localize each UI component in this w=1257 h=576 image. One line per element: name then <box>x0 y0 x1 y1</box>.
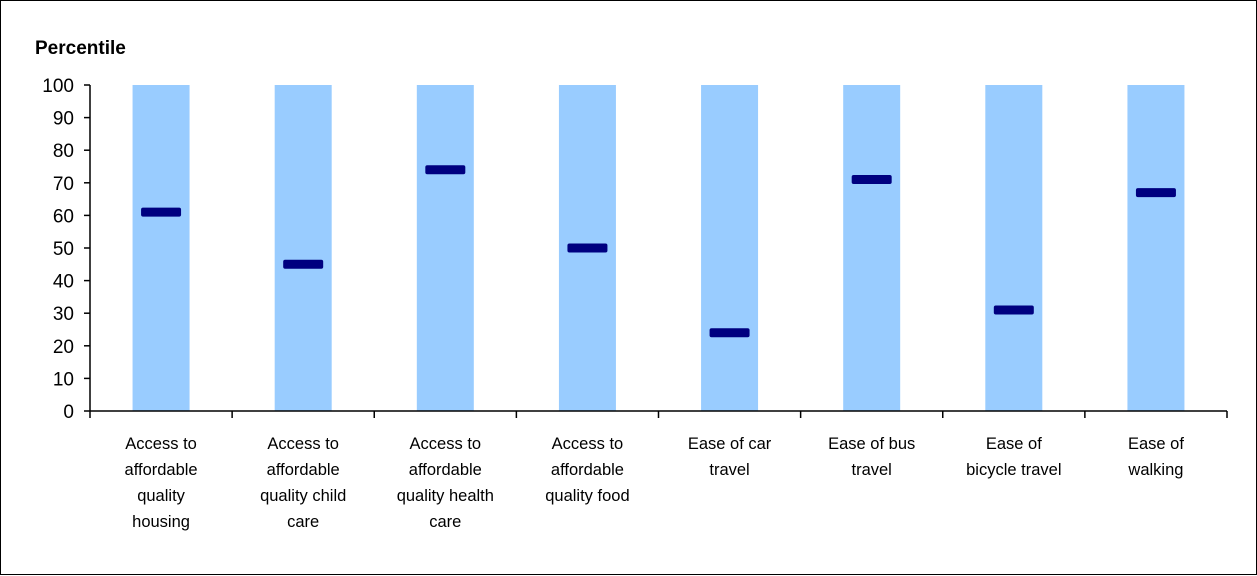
x-tick-label: Access to affordable quality health care <box>397 435 494 531</box>
y-ticks: 0 10 20 30 40 50 60 70 80 90 100 <box>42 76 90 423</box>
x-tick-label: Access to affordable quality food <box>545 435 629 505</box>
value-marker <box>993 305 1034 315</box>
axes <box>89 85 1227 412</box>
x-ticks: Access to affordable quality housing Access … <box>89 411 1228 531</box>
range-bar <box>985 85 1043 411</box>
y-tick-label: 0 <box>63 402 74 423</box>
y-tick-label: 90 <box>53 109 74 130</box>
range-bar <box>701 85 759 411</box>
x-tick-label: Access to affordable quality housing <box>125 435 198 531</box>
x-tick-label: Ease of bus travel <box>828 435 915 479</box>
value-marker <box>283 259 324 269</box>
y-tick-label: 70 <box>53 174 74 195</box>
y-tick-label: 80 <box>53 141 74 162</box>
y-tick-label: 10 <box>53 369 74 390</box>
y-tick-label: 60 <box>53 206 74 227</box>
y-tick-label: 100 <box>42 76 74 97</box>
y-tick-label: 40 <box>53 272 74 293</box>
y-tick-label: 50 <box>53 239 74 260</box>
y-axis-label: Percentile <box>35 38 126 59</box>
value-marker <box>567 243 608 253</box>
value-marker <box>425 165 466 175</box>
range-bar <box>132 85 190 411</box>
y-tick-label: 30 <box>53 304 74 325</box>
value-marker <box>709 328 750 338</box>
range-bars <box>132 85 1185 411</box>
x-tick-label: Ease of car travel <box>688 435 772 479</box>
value-marker <box>851 175 892 185</box>
value-marker <box>1135 188 1176 198</box>
range-bar <box>843 85 901 411</box>
range-bar <box>274 85 332 411</box>
value-marker <box>141 207 182 217</box>
range-bar <box>416 85 474 411</box>
range-bar <box>1127 85 1185 411</box>
y-tick-label: 20 <box>53 337 74 358</box>
x-tick-label: Ease of walking <box>1127 435 1184 479</box>
x-tick-label: Ease of bicycle travel <box>966 435 1061 479</box>
x-tick-label: Access to affordable quality child care <box>260 435 346 531</box>
value-markers <box>141 165 1176 338</box>
